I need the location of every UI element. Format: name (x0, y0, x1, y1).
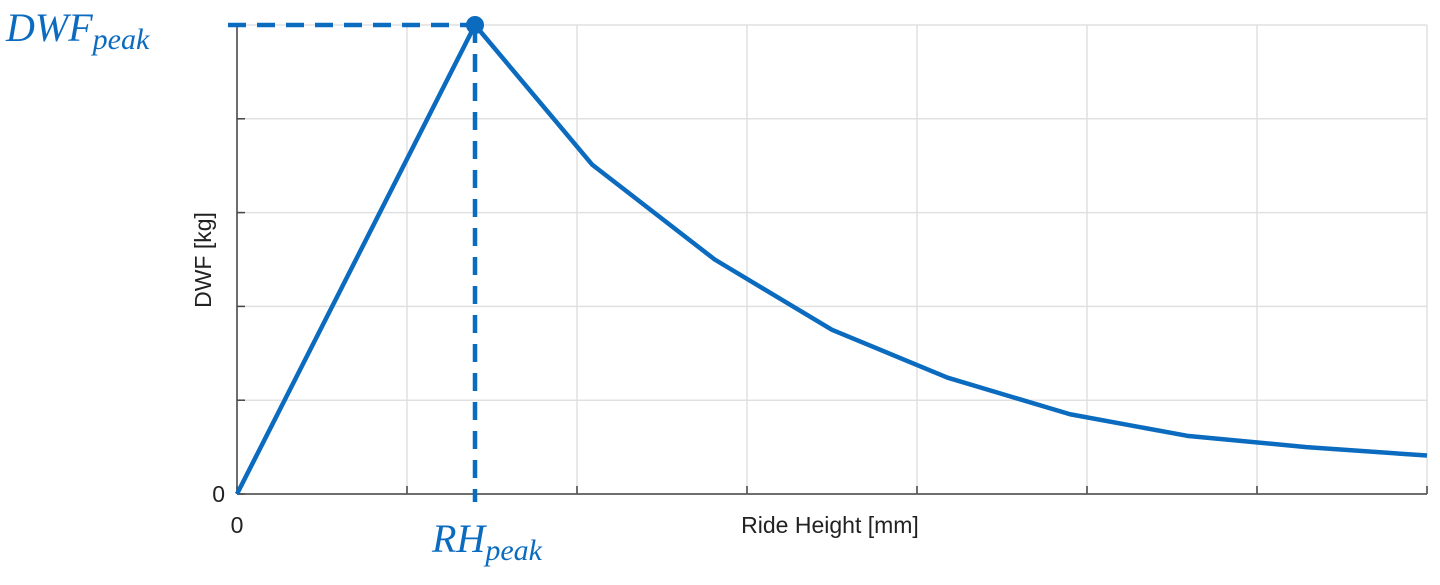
y-axis-label: DWF [kg] (190, 212, 216, 308)
data-line (234, 22, 1428, 496)
annotation-text: RH (431, 516, 487, 561)
x-axis-label: Ride Height [mm] (741, 512, 919, 538)
x-tick-label: 0 (231, 512, 244, 538)
y-tick-label: 0 (212, 481, 225, 507)
peak-value-annotation: DWFpeak (5, 5, 150, 56)
peak-marker (466, 16, 484, 34)
annotation-subscript: peak (91, 23, 150, 56)
annotation-subscript: peak (483, 534, 542, 567)
peak-position-annotation: RHpeak (431, 516, 543, 567)
annotation-text: DWF (5, 5, 93, 50)
